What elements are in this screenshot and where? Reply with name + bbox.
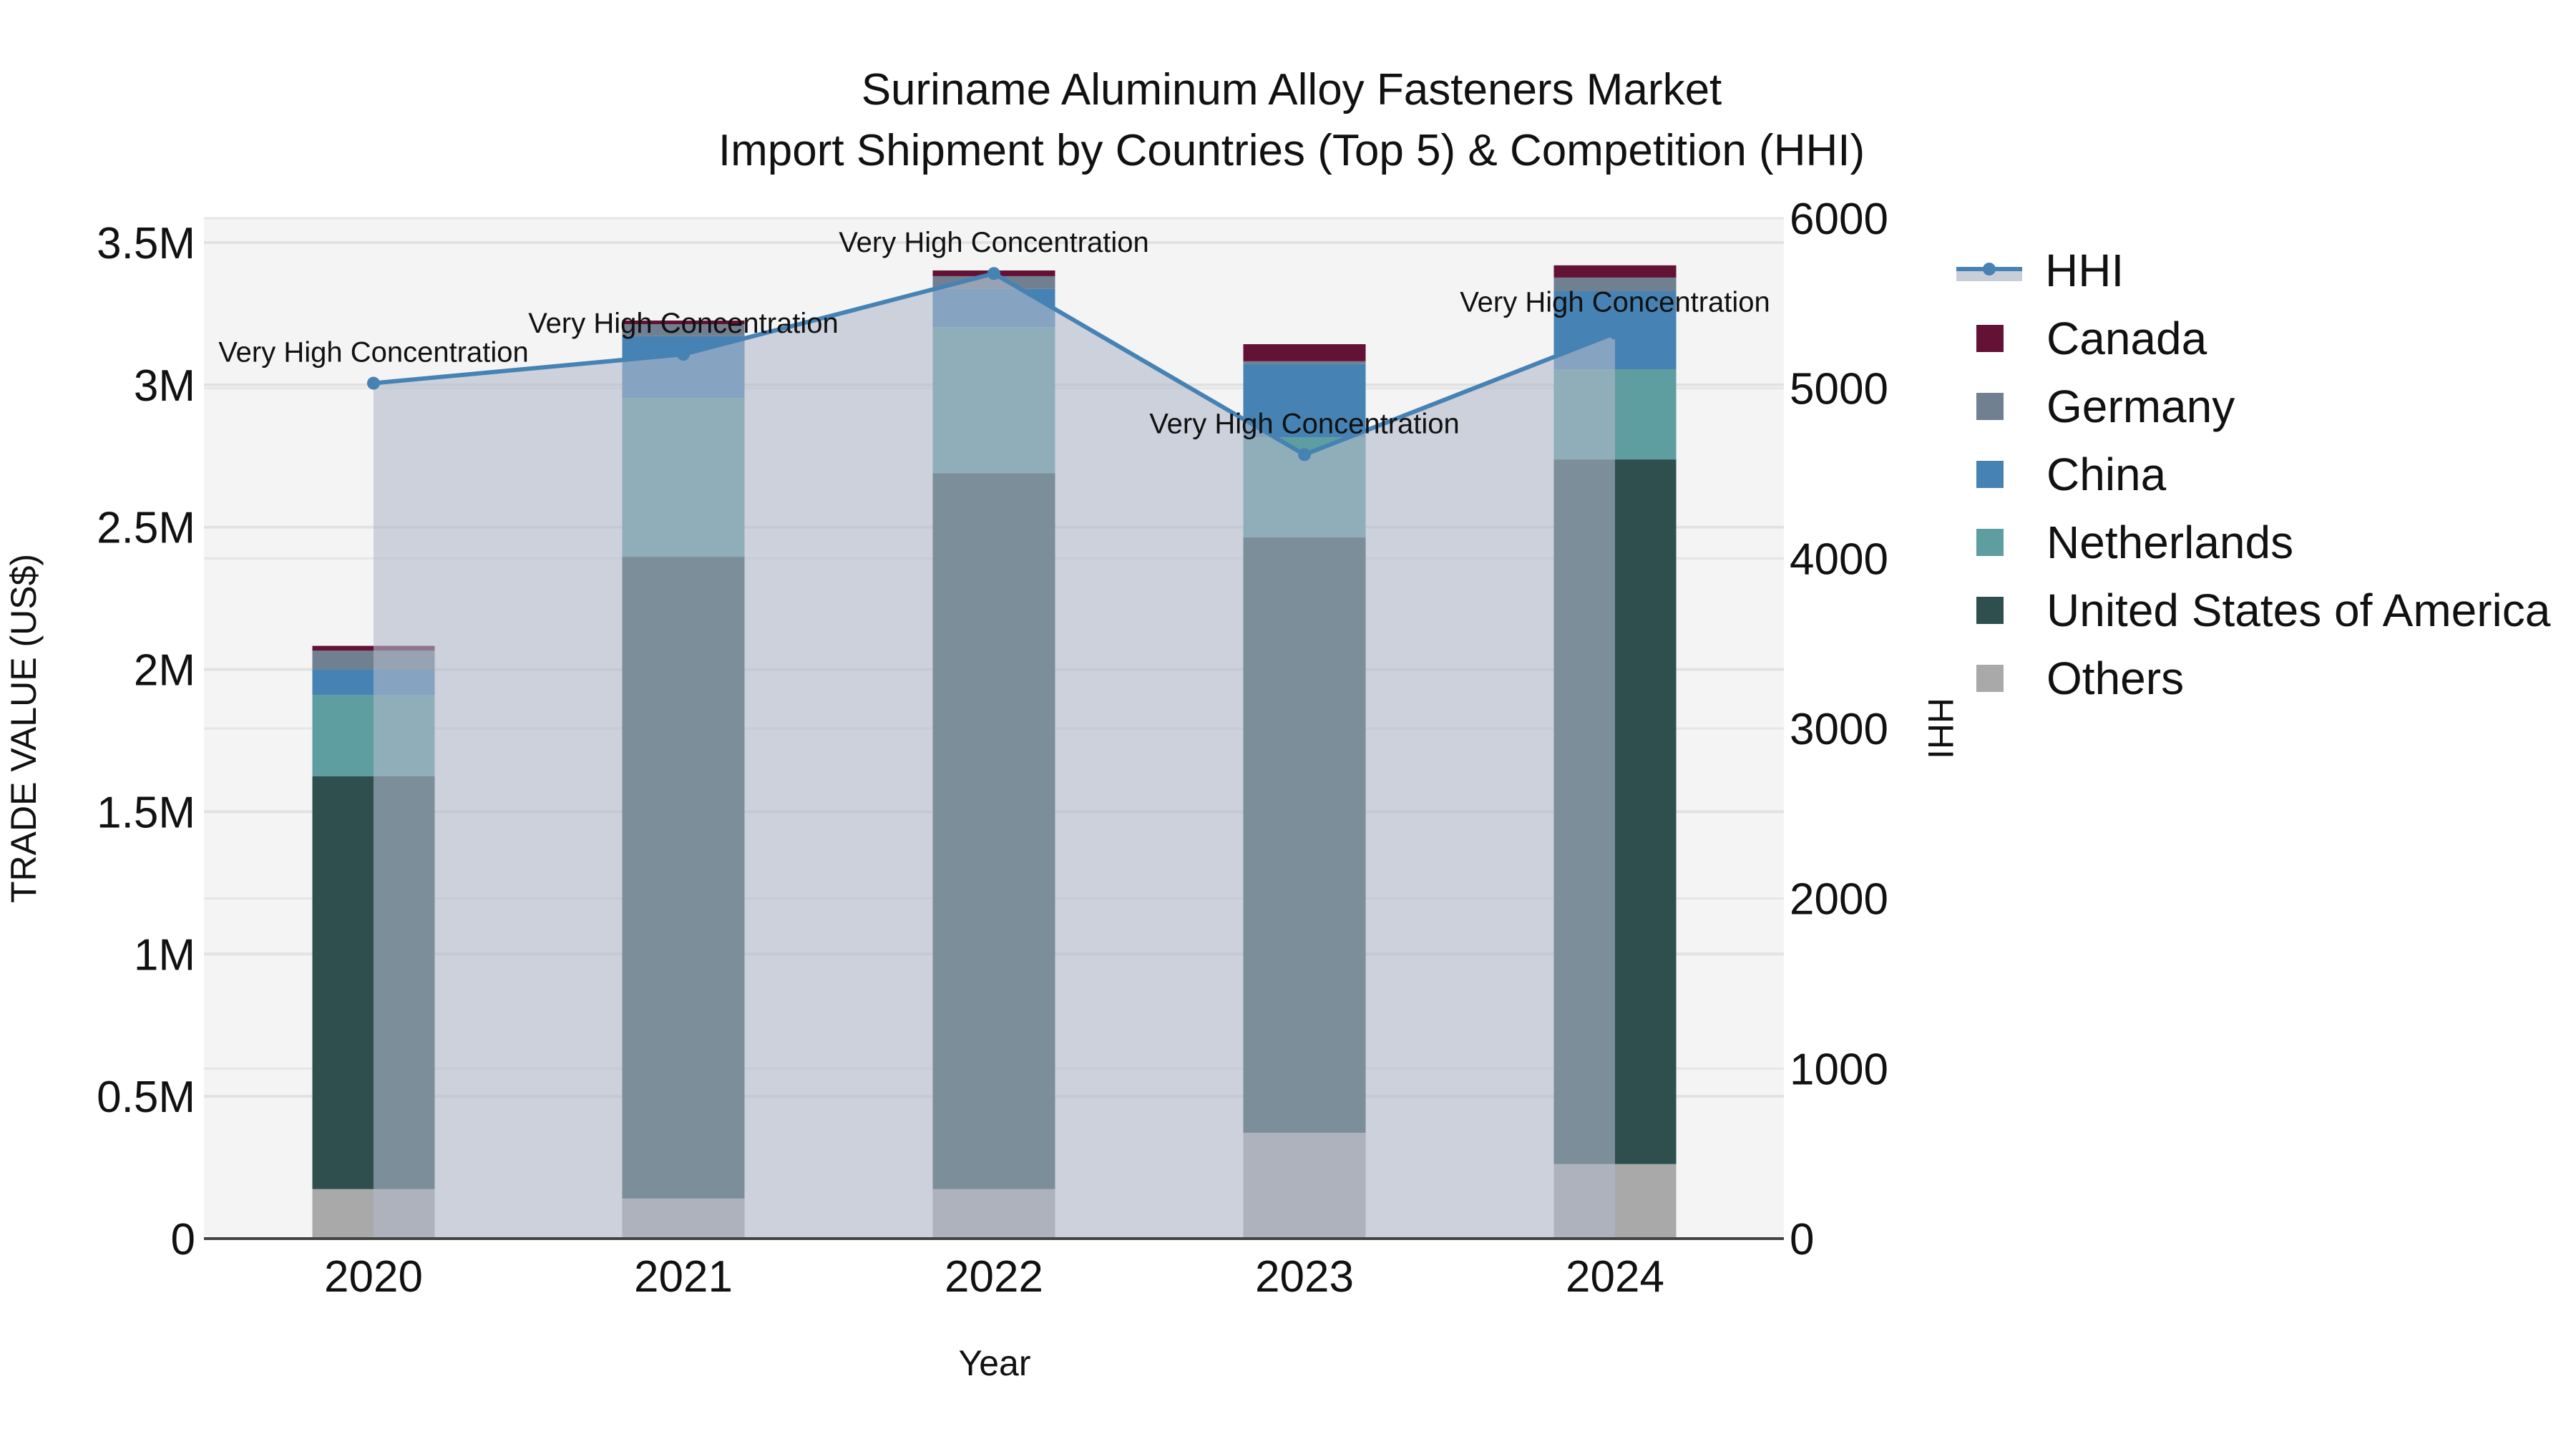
y-left-tick-label: 3M <box>134 361 195 411</box>
y-left-tick-label: 2M <box>134 646 195 696</box>
hhi-marker[interactable] <box>1609 326 1621 340</box>
y-left-tick-label: 1M <box>134 930 195 980</box>
y-right-tick-label: 5000 <box>1790 365 1888 414</box>
x-tick-label: 2023 <box>1255 1252 1354 1302</box>
legend-swatch-icon <box>1976 596 2004 624</box>
y-right-tick-label: 0 <box>1790 1215 1814 1264</box>
legend: HHI Canada Germany China Netherlands United S… <box>1946 236 2550 712</box>
y-left-tick-label: 3.5M <box>97 219 195 268</box>
legend-item-canada[interactable]: Canada <box>1946 304 2550 372</box>
hhi-marker[interactable] <box>367 376 380 390</box>
hhi-marker[interactable] <box>987 267 1000 280</box>
chart-title-line2: Import Shipment by Countries (Top 5) & C… <box>718 126 1865 175</box>
hhi-annotation: Very High Concentration <box>839 227 1149 258</box>
y-right-tick-label: 4000 <box>1790 535 1888 584</box>
legend-line-icon <box>1956 260 2022 281</box>
x-tick-label: 2021 <box>634 1252 733 1302</box>
legend-label: China <box>2046 448 2167 500</box>
legend-label: United States of America <box>2046 584 2551 636</box>
hhi-annotation: Very High Concentration <box>1460 286 1770 318</box>
y-left-tick-label: 2.5M <box>97 504 195 553</box>
hhi-marker[interactable] <box>677 348 690 361</box>
legend-label: Netherlands <box>2046 516 2294 568</box>
legend-swatch-icon <box>1976 528 2004 556</box>
y-right-tick-label: 1000 <box>1790 1045 1888 1094</box>
y-right-tick-label: 6000 <box>1790 195 1888 244</box>
y-right-tick-label: 3000 <box>1790 705 1888 754</box>
x-tick-label: 2022 <box>945 1252 1043 1302</box>
bar-segment-canada[interactable] <box>1553 265 1677 278</box>
hhi-annotation: Very High Concentration <box>528 308 839 339</box>
y-left-tick-label: 0 <box>171 1215 195 1264</box>
hhi-annotation: Very High Concentration <box>218 337 529 369</box>
legend-swatch-icon <box>1976 392 2004 420</box>
legend-item-china[interactable]: China <box>1946 440 2550 508</box>
bar-segment-canada[interactable] <box>622 320 745 325</box>
x-tick-label: 2020 <box>324 1252 423 1302</box>
x-axis-title: Year <box>958 1343 1030 1383</box>
legend-swatch-icon <box>1976 664 2004 692</box>
legend-swatch-icon <box>1976 460 2004 488</box>
legend-swatch-icon <box>1976 324 2004 352</box>
legend-item-others[interactable]: Others <box>1946 644 2550 712</box>
hhi-marker[interactable] <box>1298 448 1311 462</box>
y-left-tick-label: 0.5M <box>97 1073 195 1122</box>
y-right-axis-title: HHI <box>1921 698 1961 759</box>
legend-item-netherlands[interactable]: Netherlands <box>1946 508 2550 576</box>
bar-segment-china[interactable] <box>1243 364 1366 438</box>
x-tick-label: 2024 <box>1566 1252 1664 1302</box>
bar-segment-germany[interactable] <box>1553 277 1677 292</box>
legend-item-united-states-of-america[interactable]: United States of America <box>1946 576 2550 644</box>
legend-label: Others <box>2046 652 2185 704</box>
bar-segment-germany[interactable] <box>622 324 745 336</box>
legend-label: HHI <box>2045 244 2124 296</box>
bar-segment-canada[interactable] <box>1243 343 1366 361</box>
legend-label: Germany <box>2046 380 2235 432</box>
y-left-axis-title: TRADE VALUE (US$) <box>4 554 44 903</box>
y-left-tick-label: 1.5M <box>97 788 195 837</box>
legend-label: Canada <box>2046 312 2207 364</box>
bar-segment-germany[interactable] <box>1243 361 1366 364</box>
legend-item-germany[interactable]: Germany <box>1946 372 2550 440</box>
y-right-tick-label: 2000 <box>1790 875 1888 924</box>
legend-item-hhi[interactable]: HHI <box>1946 236 2550 304</box>
chart-title-line1: Suriname Aluminum Alloy Fasteners Market <box>861 65 1722 114</box>
hhi-annotation: Very High Concentration <box>1149 408 1460 439</box>
hhi-area <box>374 273 1615 1239</box>
